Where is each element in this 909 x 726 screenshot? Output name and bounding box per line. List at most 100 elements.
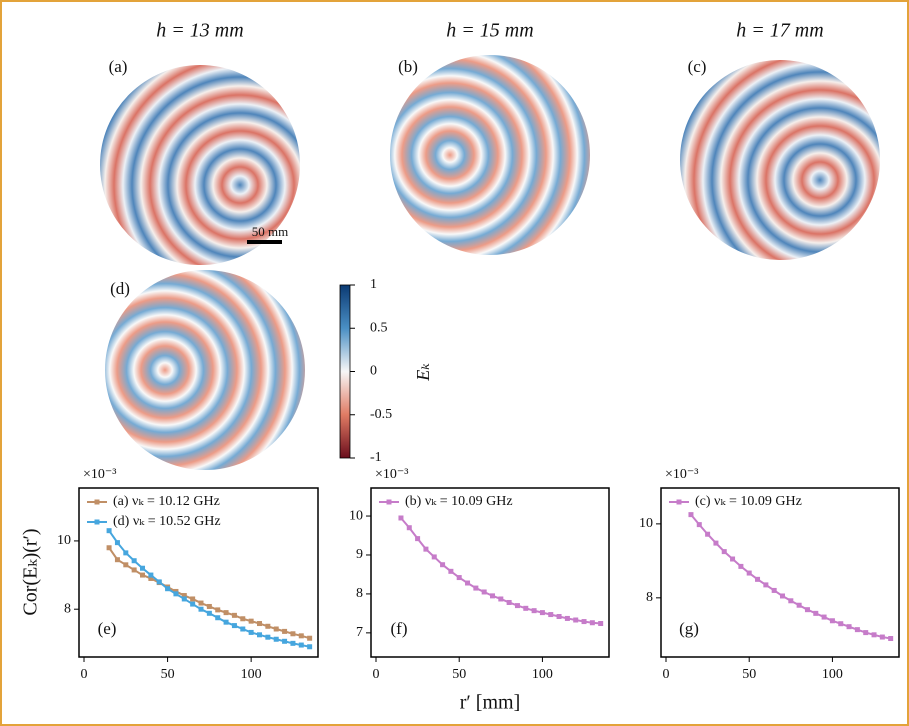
point xyxy=(755,576,761,582)
panel-title: h = 17 mm xyxy=(736,20,823,42)
point xyxy=(123,550,129,556)
point xyxy=(846,624,852,630)
point xyxy=(248,618,254,624)
point xyxy=(215,607,221,613)
y-tick-label: 8 xyxy=(356,586,363,601)
panel-label: (b) xyxy=(398,57,418,76)
y-tick-label: 7 xyxy=(356,625,363,640)
point xyxy=(465,580,471,586)
y-tick-label: 9 xyxy=(356,547,363,562)
point xyxy=(514,603,520,609)
point xyxy=(282,638,288,644)
point xyxy=(821,614,827,620)
point xyxy=(473,585,479,591)
axis-multiplier: ×10⁻³ xyxy=(83,467,116,482)
field-map xyxy=(100,65,300,265)
point xyxy=(713,540,719,546)
x-tick-label: 50 xyxy=(452,667,466,682)
point xyxy=(123,562,129,568)
plot-area xyxy=(660,487,900,658)
colorbar-tick-label: -0.5 xyxy=(370,407,392,422)
point xyxy=(240,616,246,622)
point xyxy=(298,642,304,648)
point xyxy=(804,607,810,613)
point xyxy=(564,615,570,621)
point xyxy=(730,556,736,562)
point xyxy=(140,565,146,571)
point xyxy=(206,603,212,609)
point xyxy=(556,614,562,620)
point xyxy=(581,619,587,625)
point xyxy=(705,531,711,537)
point xyxy=(415,536,421,542)
point xyxy=(440,562,446,568)
point xyxy=(231,623,237,629)
x-tick-label: 100 xyxy=(532,667,553,682)
point xyxy=(871,632,877,638)
point xyxy=(696,522,702,528)
point xyxy=(746,570,752,576)
point xyxy=(198,606,204,612)
series-line xyxy=(400,517,601,625)
point xyxy=(721,549,727,555)
legend-label: (a) νₖ = 10.12 GHz xyxy=(113,494,220,509)
point xyxy=(688,512,694,518)
point xyxy=(181,593,187,599)
x-tick-label: 50 xyxy=(742,667,756,682)
point xyxy=(523,605,529,611)
point xyxy=(879,634,885,640)
axis-multiplier: ×10⁻³ xyxy=(375,467,408,482)
colorbar xyxy=(339,284,351,459)
point xyxy=(398,515,404,521)
field-map xyxy=(680,60,880,260)
point xyxy=(131,558,137,564)
point xyxy=(206,610,212,616)
point xyxy=(190,601,196,607)
point xyxy=(173,591,179,597)
legend-label: (d) νₖ = 10.52 GHz xyxy=(113,514,221,529)
point xyxy=(531,608,537,614)
x-tick-label: 50 xyxy=(161,667,175,682)
point xyxy=(265,623,271,629)
point xyxy=(290,640,296,646)
field-map xyxy=(105,270,305,470)
point xyxy=(423,546,429,552)
point xyxy=(539,610,545,616)
point xyxy=(854,627,860,633)
legend-marker xyxy=(386,499,392,505)
point xyxy=(763,582,769,588)
point xyxy=(406,525,412,531)
point xyxy=(114,557,120,563)
point xyxy=(573,617,579,623)
point xyxy=(140,572,146,578)
point xyxy=(131,567,137,573)
point xyxy=(240,626,246,632)
point xyxy=(589,620,595,626)
plot-area xyxy=(370,487,610,658)
plot-area xyxy=(78,487,319,658)
point xyxy=(788,598,794,604)
point xyxy=(148,575,154,581)
point xyxy=(771,587,777,593)
legend-marker xyxy=(94,519,100,525)
point xyxy=(290,631,296,637)
scale-bar-label: 50 mm xyxy=(252,224,288,239)
field-map xyxy=(390,55,590,255)
point xyxy=(498,596,504,602)
point xyxy=(231,612,237,618)
point xyxy=(813,610,819,616)
point xyxy=(273,636,279,642)
panel-title: h = 15 mm xyxy=(446,20,533,42)
x-tick-label: 100 xyxy=(822,667,843,682)
legend-label: (c) νₖ = 10.09 GHz xyxy=(695,494,802,509)
x-tick-label: 0 xyxy=(81,667,88,682)
colorbar-tick-label: 0.5 xyxy=(370,320,388,335)
series-line xyxy=(690,513,891,640)
point xyxy=(456,575,462,581)
x-tick-label: 0 xyxy=(662,667,669,682)
point xyxy=(106,545,112,551)
point xyxy=(307,635,313,641)
point xyxy=(273,626,279,632)
